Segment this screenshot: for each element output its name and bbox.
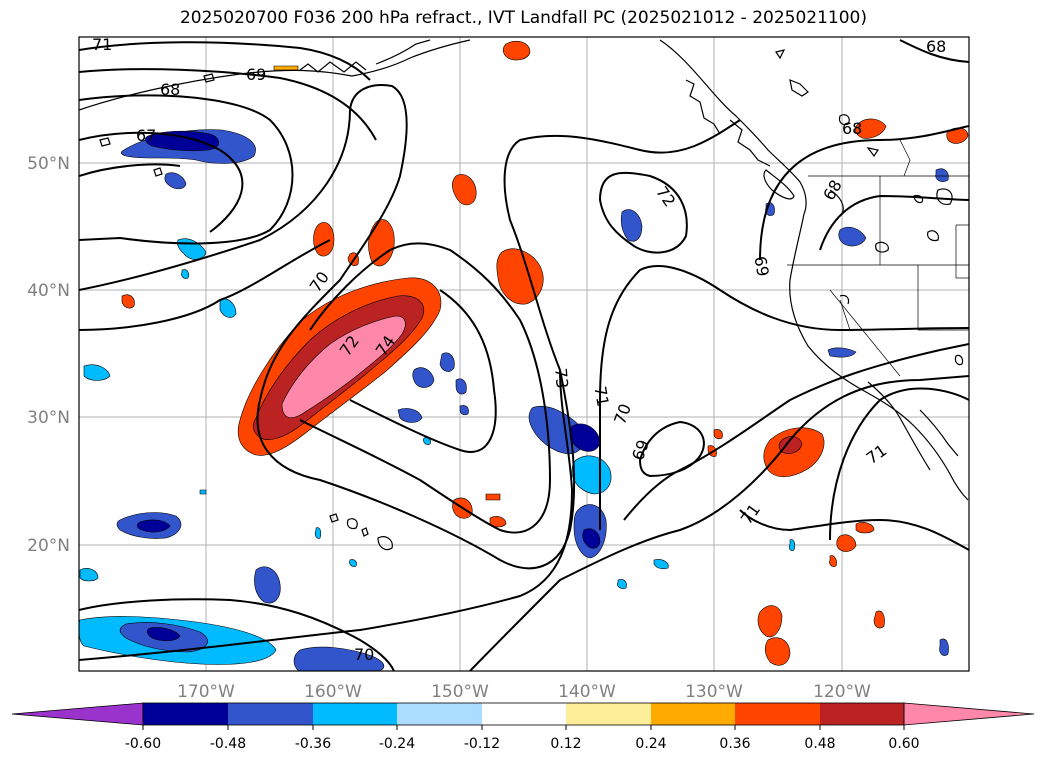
lon-label: 160°W — [304, 682, 362, 702]
lat-label: 50°N — [27, 154, 70, 174]
colorbar-segment — [820, 703, 904, 725]
colorbar-tick-label: 0.48 — [804, 736, 835, 752]
colorbar-segment — [651, 703, 735, 725]
refractivity-contours — [79, 39, 969, 671]
colorbar-segment — [228, 703, 313, 725]
lon-label: 120°W — [813, 682, 871, 702]
political-borders — [787, 139, 969, 377]
lon-label: 130°W — [685, 682, 743, 702]
contour-label: 71 — [92, 35, 112, 54]
colorbar-extend-max — [903, 702, 1035, 726]
colorbar-extend-min — [11, 702, 144, 726]
colorbar-tick-label: -0.48 — [210, 736, 246, 752]
lat-label: 40°N — [27, 281, 70, 301]
colorbar-tick-label: 0.36 — [719, 736, 750, 752]
lon-label: 140°W — [558, 682, 616, 702]
colorbar-tick-label: -0.24 — [379, 736, 415, 752]
colorbar-segment — [143, 703, 228, 725]
lat-label: 30°N — [27, 408, 70, 428]
contour-label: 69 — [246, 65, 266, 84]
coastlines — [79, 39, 969, 551]
longitude-labels: 170°W 160°W 150°W 140°W 130°W 120°W — [177, 682, 871, 702]
colorbar-tick-label: -0.12 — [464, 736, 500, 752]
colorbar-tick-label: 0.60 — [888, 736, 919, 752]
colorbar-segment — [397, 703, 482, 725]
ivt-shading — [79, 40, 969, 671]
colorbar-segment — [482, 703, 566, 725]
contour-label: 67 — [136, 126, 156, 145]
colorbar: -0.60 -0.48 -0.36 -0.24 -0.12 0.12 0.24 … — [11, 702, 1035, 752]
contour-label: 73 — [551, 367, 572, 389]
lon-label: 170°W — [177, 682, 235, 702]
colorbar-segment — [313, 703, 397, 725]
ar-band-pink — [281, 315, 406, 418]
contour-label: 68 — [842, 119, 862, 138]
contour-label: 69 — [750, 255, 772, 278]
contour-label: 70 — [354, 645, 374, 664]
colorbar-tick-label: -0.60 — [125, 736, 161, 752]
colorbar-tick-label: 0.24 — [635, 736, 666, 752]
map-title: 2025020700 F036 200 hPa refract., IVT La… — [179, 8, 867, 28]
colorbar-tick-label: -0.36 — [295, 736, 331, 752]
lat-label: 20°N — [27, 536, 70, 556]
contour-label: 71 — [590, 385, 612, 408]
contour-label: 68 — [160, 80, 180, 99]
lon-label: 150°W — [431, 682, 489, 702]
colorbar-tick-label: 0.12 — [550, 736, 581, 752]
colorbar-segment — [735, 703, 820, 725]
contour-label: 68 — [926, 37, 946, 56]
latitude-labels: 50°N 40°N 30°N 20°N — [27, 154, 70, 556]
colorbar-segment — [566, 703, 651, 725]
map-frame — [78, 36, 970, 672]
